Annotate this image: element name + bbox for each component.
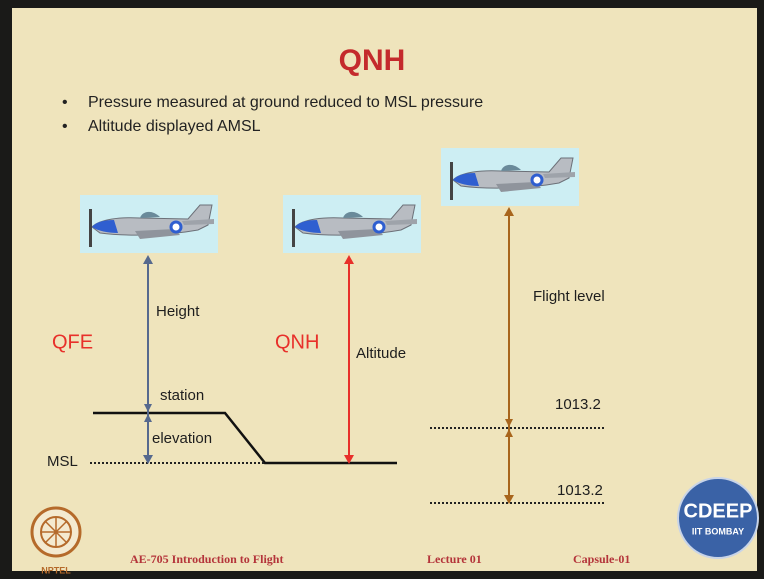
label: station (160, 387, 204, 404)
label: Altitude (356, 345, 406, 362)
height-arrow (143, 255, 153, 464)
altitude-arrow (344, 255, 354, 464)
slide-background (12, 8, 757, 571)
ground-profile (93, 411, 397, 465)
airplane (283, 195, 421, 253)
bullet: Pressure measured at ground reduced to M… (88, 94, 483, 111)
label: Flight level (533, 288, 605, 305)
footer-lecture: Lecture 01 (427, 552, 482, 566)
bullet-dot: • (62, 94, 68, 111)
label: 1013.2 (557, 482, 603, 499)
nptel-text: NPTEL (41, 565, 71, 575)
label-qfe: QFE (52, 331, 93, 353)
label: elevation (152, 430, 212, 447)
label-qnh: QNH (275, 331, 319, 353)
slide-title: QNH (339, 44, 406, 77)
dotted-levels (90, 427, 605, 504)
cdeep-text: CDEEP (684, 500, 753, 522)
airplane (441, 148, 579, 206)
airplane (80, 195, 218, 253)
nptel-logo: NPTEL (30, 506, 82, 575)
footer-capsule: Capsule-01 (573, 552, 630, 566)
label: 1013.2 (555, 396, 601, 413)
footer-course: AE-705 Introduction to Flight (130, 552, 283, 566)
label: MSL (47, 453, 78, 470)
flight-level-arrow (504, 207, 514, 504)
iit-text: IIT BOMBAY (692, 526, 744, 536)
cdeep-logo: CDEEP IIT BOMBAY (677, 477, 759, 559)
bullet-dot: • (62, 118, 68, 135)
bullet: Altitude displayed AMSL (88, 118, 261, 135)
label: Height (156, 303, 200, 320)
